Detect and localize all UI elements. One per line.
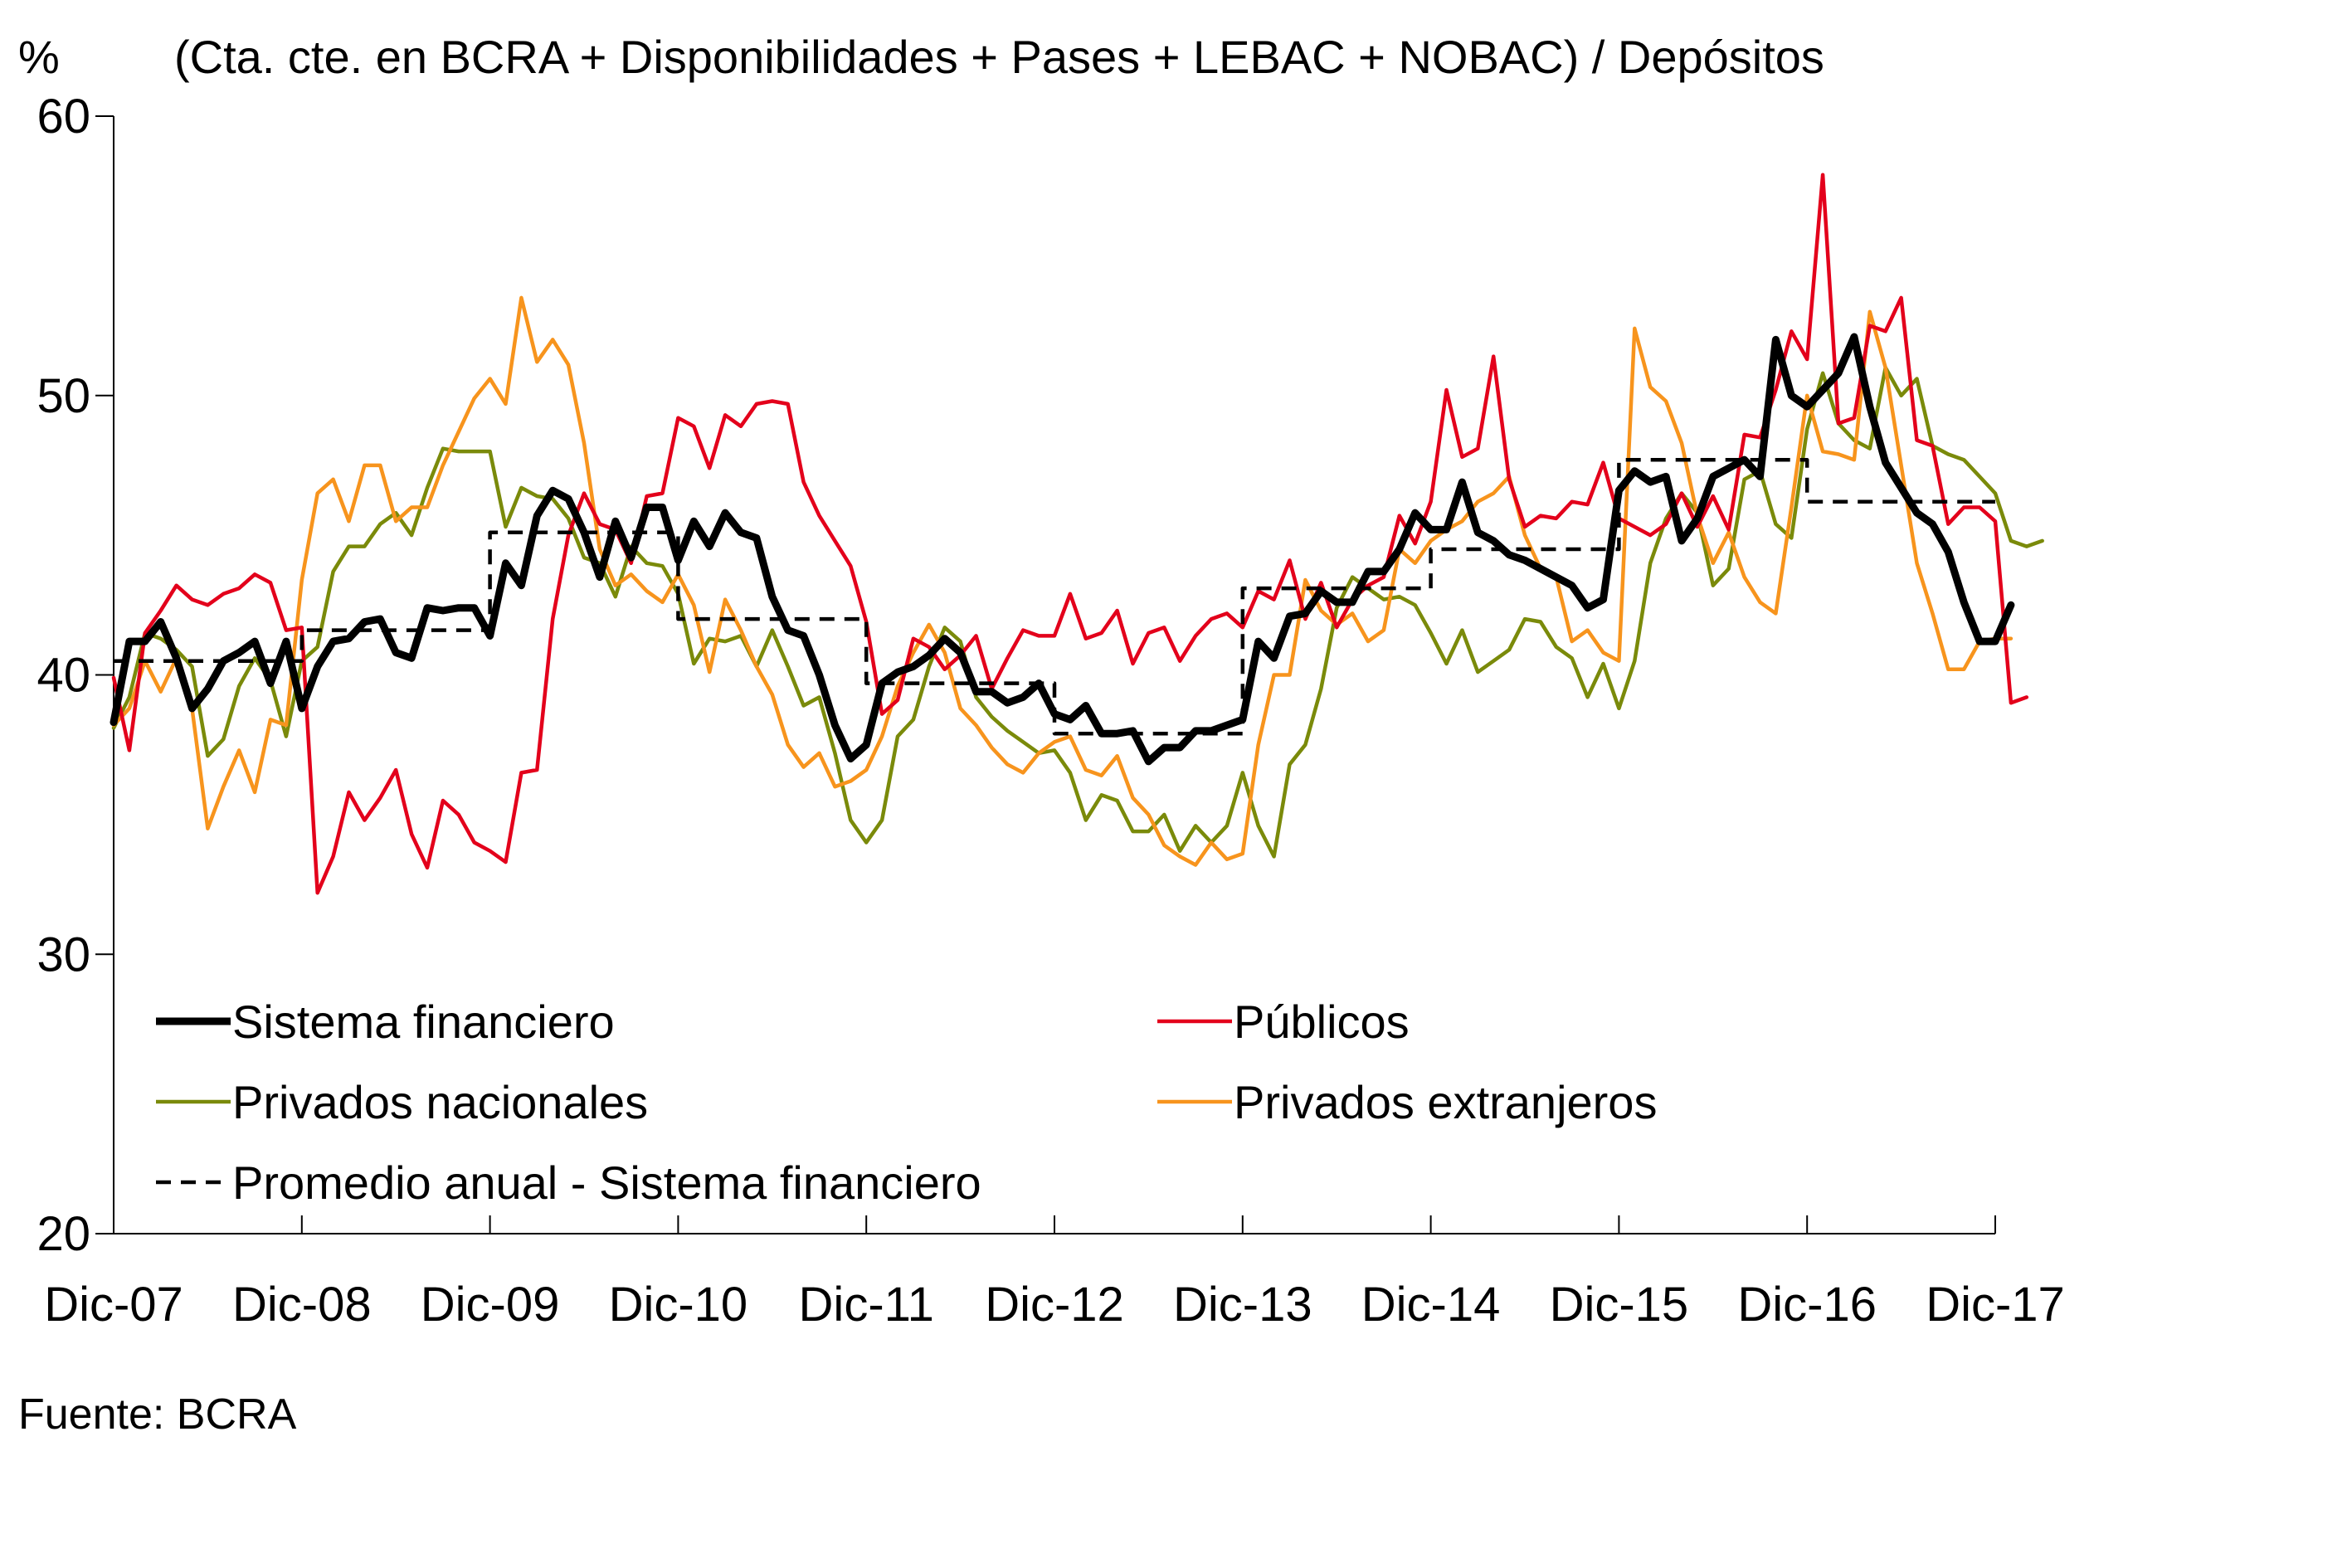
legend: Sistema financiero Públicos Privados nacio… [156,996,1657,1209]
x-tick-label: Dic-08 [232,1278,372,1332]
x-tick-label: Dic-11 [799,1278,934,1332]
x-tick-label: Dic-15 [1550,1278,1689,1332]
y-tick-label: 30 [37,928,90,981]
legend-label-publicos: Públicos [1234,996,1410,1048]
series-line-nacionales [111,365,2044,859]
legend-label-nacionales: Privados nacionales [232,1076,648,1128]
x-tick-label: Dic-09 [421,1278,560,1332]
x-tick-label: Dic-17 [1926,1278,2065,1332]
x-tick-label: Dic-10 [609,1278,748,1332]
y-tick-label: 60 [37,90,90,144]
axes: 20 30 40 50 60 Dic-07 Dic-08 Dic-09 Dic-10 Dic-11… [37,90,2064,1332]
series-line-extranjeros [111,295,2014,867]
series-line-sistema [110,333,2015,766]
x-tick-label: Dic-07 [44,1278,183,1332]
x-tick-label: Dic-16 [1737,1278,1877,1332]
legend-label-sistema: Sistema financiero [232,996,615,1048]
legend-label-extranjeros: Privados extranjeros [1234,1076,1657,1128]
y-tick-label: 20 [37,1207,90,1261]
x-tick-label: Dic-12 [985,1278,1124,1332]
series-layer [110,173,2044,895]
x-tick-label: Dic-13 [1173,1278,1312,1332]
y-tick-label: 50 [37,369,90,423]
chart-title: (Cta. cte. en BCRA + Disponibilidades + … [174,31,1824,83]
x-tick-label: Dic-14 [1361,1278,1501,1332]
legend-label-promedio: Promedio anual - Sistema financiero [232,1157,981,1209]
series-line-promedio [114,457,1995,736]
y-tick-label: 40 [37,649,90,703]
series-line-publicos [111,173,2029,895]
y-unit-label: % [18,31,60,83]
source-note: Fuente: BCRA [18,1390,297,1439]
